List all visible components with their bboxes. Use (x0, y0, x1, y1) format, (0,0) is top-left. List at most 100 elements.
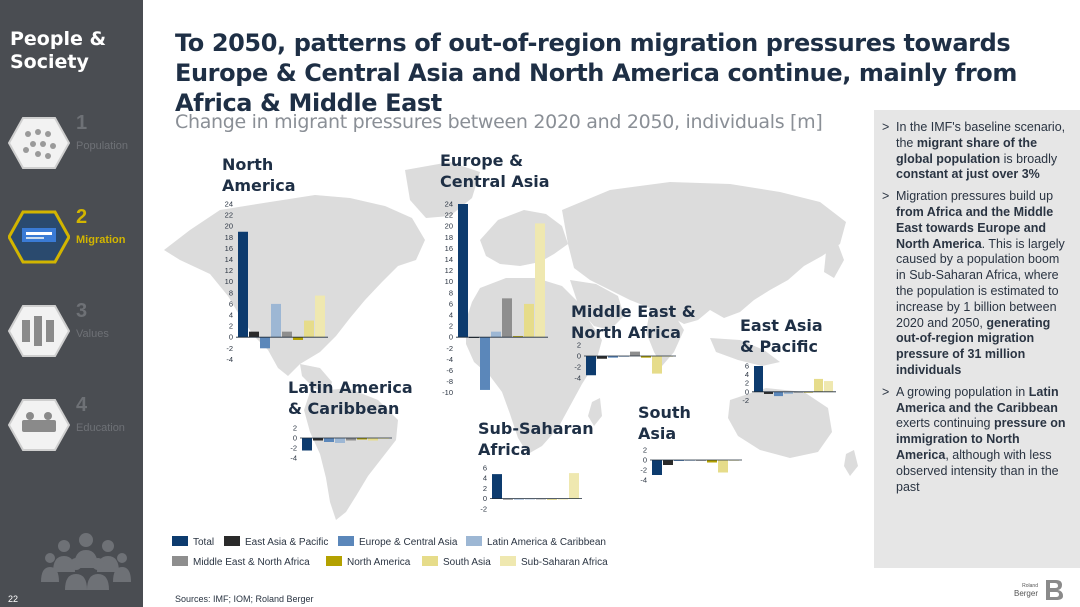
legend-swatch (422, 556, 438, 566)
bar-total (238, 231, 248, 338)
bar-north-america (641, 356, 651, 358)
sidebar-item-label: Values (76, 328, 109, 340)
chart-south_asia: 20-2-4 South Asia (638, 403, 742, 485)
bar-east-asia-pacific (249, 331, 259, 338)
legend-item: Total (172, 536, 214, 548)
bar-south-asia (718, 460, 728, 473)
sidebar-item-population[interactable]: 1 Population (0, 112, 143, 182)
tick-label: 4 (229, 311, 233, 320)
info-bullet-2: Migration pressures build up from Africa… (882, 189, 1070, 379)
logo-line: Roland (1022, 583, 1038, 589)
bar-total (492, 474, 502, 499)
tick-label: -10 (442, 388, 453, 397)
tick-label: 14 (445, 255, 453, 264)
legend-item: Sub-Saharan Africa (500, 556, 608, 568)
tick-label: 0 (483, 494, 487, 503)
bar-sub-saharan-africa (824, 381, 833, 392)
sidebar-item-number: 2 (76, 206, 88, 228)
tick-label: 14 (225, 255, 233, 264)
legend-label: Europe & Central Asia (359, 537, 458, 548)
values-thumbnail-icon (8, 305, 70, 357)
region-label: North (222, 155, 273, 174)
info-panel: In the IMF's baseline scenario, the migr… (874, 110, 1080, 568)
sidebar-item-number: 4 (76, 394, 88, 416)
bar-total (586, 356, 596, 376)
chart-subtitle: Change in migrant pressures between 2020… (175, 111, 823, 133)
tick-label: 20 (445, 222, 453, 231)
bar-latin-america-caribbean (271, 303, 281, 338)
tick-label: 6 (483, 464, 487, 473)
migration-thumbnail-icon (8, 210, 70, 264)
tick-label: 6 (449, 299, 453, 308)
map-svg: 242220181614121086420-2-4NorthAmerica242… (164, 151, 858, 520)
region-label: Africa (478, 440, 531, 459)
bar-middle-east-north-africa (282, 331, 292, 338)
bar-sub-saharan-africa (535, 223, 545, 338)
legend-label: Middle East & North Africa (193, 557, 310, 568)
legend-swatch (172, 556, 188, 566)
legend-label: North America (347, 557, 411, 568)
tick-label: 10 (225, 277, 233, 286)
bar-europe-central-asia (608, 356, 618, 358)
tick-label: 2 (745, 379, 749, 388)
tick-label: 2 (449, 322, 453, 331)
tick-label: -4 (226, 355, 233, 364)
chart-mena: 2 0 -2 -4 Middle East & North Africa (571, 302, 696, 383)
region-label: North Africa (571, 323, 681, 342)
tick-label: 0 (745, 387, 749, 396)
bar-middle-east-north-africa (630, 351, 640, 356)
region-label: East Asia (740, 316, 823, 335)
legend-swatch (466, 536, 482, 546)
tick-label: 4 (745, 370, 749, 379)
chart-lac: 20-2-4 Latin America & Caribbean (288, 378, 413, 463)
info-bullet-1: In the IMF's baseline scenario, the migr… (882, 120, 1070, 183)
info-bullet-3: A growing population in Latin America an… (882, 385, 1070, 496)
legend-label: Total (193, 537, 215, 548)
legend-label: East Asia & Pacific (245, 537, 329, 548)
tick-label: -2 (226, 344, 233, 353)
bold-text: migrant share of the global population (896, 135, 1038, 166)
population-thumbnail-icon (8, 117, 70, 169)
tick-label: 12 (225, 266, 233, 275)
bar-sub-saharan-africa (379, 438, 389, 439)
tick-label: 22 (445, 211, 453, 220)
sidebar-item-migration[interactable]: 2 Migration (0, 206, 143, 276)
tick-label: 22 (225, 211, 233, 220)
tick-label: -4 (574, 374, 581, 383)
bar-north-america (804, 391, 813, 393)
bar-middle-east-north-africa (346, 438, 356, 441)
legend-item: Europe & Central Asia (338, 536, 457, 548)
tick-label: 8 (229, 288, 233, 297)
legend-item: Latin America & Caribbean (466, 536, 606, 548)
legend-item: North America (326, 556, 410, 568)
bold-text: from Africa and the Middle East towards … (896, 204, 1054, 251)
page-number: 22 (8, 594, 19, 604)
logo-line: Berger (1013, 589, 1038, 598)
sidebar-item-education[interactable]: 4 Education (0, 394, 143, 464)
bar-east-asia-pacific (469, 337, 479, 338)
bar-south-asia (814, 378, 823, 392)
region-label: Europe & (440, 151, 523, 170)
tick-label: -2 (480, 504, 487, 513)
bar-total (754, 366, 763, 392)
bar-south-asia (652, 356, 662, 374)
sidebar-item-values[interactable]: 3 Values (0, 300, 143, 370)
bar-total (652, 460, 662, 475)
region-label: Central Asia (440, 172, 550, 191)
bar-total (458, 204, 468, 338)
charts-layer: 242220181614121086420-2-4NorthAmerica242… (222, 151, 836, 513)
text: is broadly (1000, 151, 1058, 166)
sidebar-item-number: 1 (76, 112, 88, 134)
tick-label: 6 (229, 299, 233, 308)
region-label: & Pacific (740, 337, 818, 356)
bold-text: generating out-of-region migration press… (896, 315, 1051, 377)
tick-label: -6 (446, 366, 453, 375)
bar-east-asia-pacific (597, 356, 607, 359)
tick-label: 2 (293, 424, 297, 433)
region-label: Asia (638, 424, 676, 443)
world-map-background (164, 162, 858, 520)
region-label: America (222, 176, 296, 195)
